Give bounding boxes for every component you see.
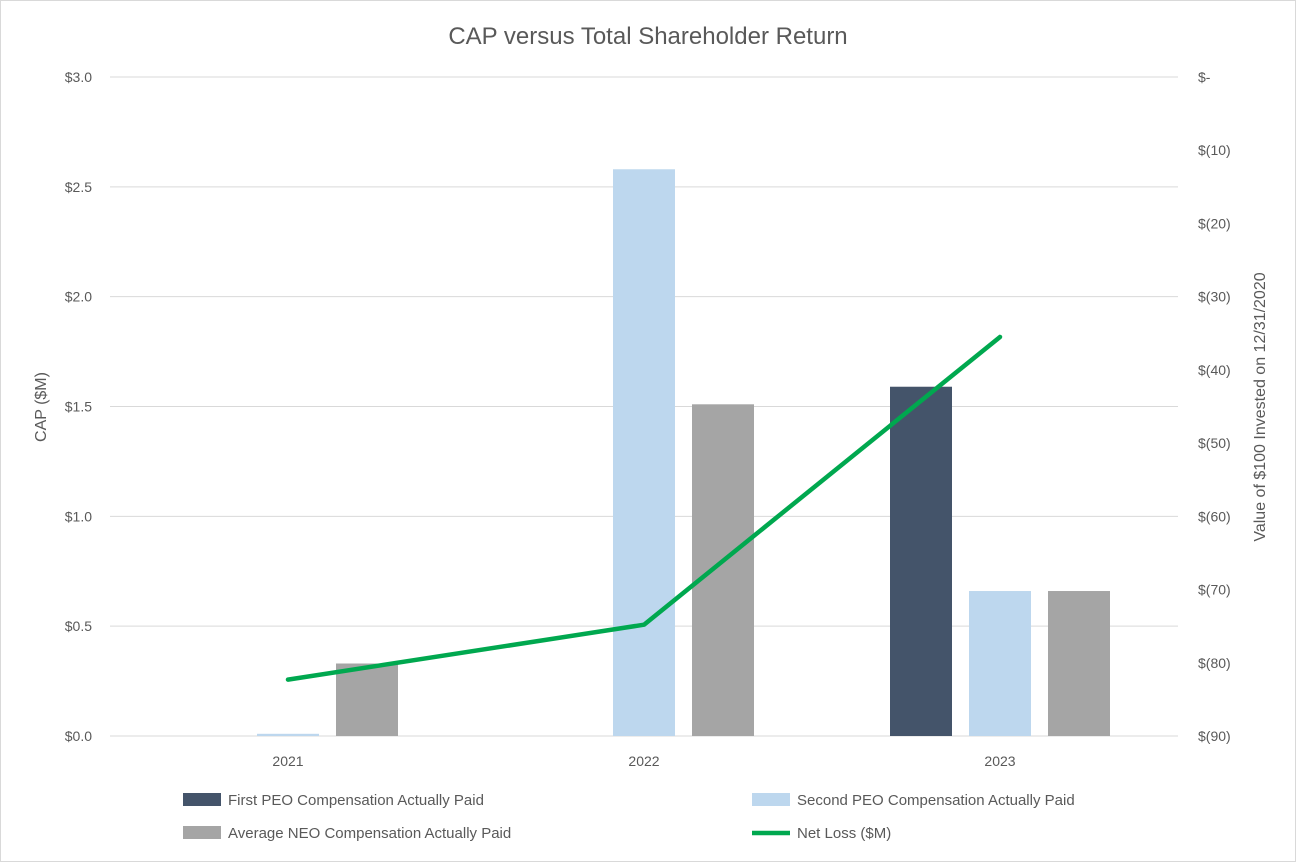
bar (890, 386, 952, 736)
y2-tick-label: $(30) (1198, 289, 1231, 305)
x-tick-label: 2022 (628, 753, 659, 769)
y2-tick-label: $(10) (1198, 142, 1231, 158)
bar (257, 733, 319, 736)
legend-label: First PEO Compensation Actually Paid (228, 792, 484, 809)
y-axis-title: CAP ($M) (33, 372, 50, 442)
y-tick-label: $1.0 (65, 508, 92, 524)
bar-series (257, 169, 1110, 736)
legend-label: Average NEO Compensation Actually Paid (228, 825, 511, 842)
y2-tick-label: $(50) (1198, 435, 1231, 451)
chart-title: CAP versus Total Shareholder Return (448, 23, 847, 50)
y2-tick-label: $(40) (1198, 362, 1231, 378)
legend-swatch (183, 826, 221, 839)
y2-tick-label: $(60) (1198, 508, 1231, 524)
x-axis: 2021 2022 2023 (272, 753, 1015, 769)
y2-axis-title: Value of $100 Invested on 12/31/2020 (1252, 272, 1269, 541)
legend-swatch (752, 793, 790, 806)
y-tick-label: $2.0 (65, 289, 92, 305)
bar (336, 663, 398, 736)
y-axis-right: $- $(10) $(20) $(30) $(40) $(50) $(60) $(70) $(8… (1198, 69, 1231, 744)
bar (1048, 591, 1110, 736)
y2-tick-label: $- (1198, 69, 1211, 85)
y2-tick-label: $(90) (1198, 728, 1231, 744)
bar (692, 404, 754, 736)
y2-tick-label: $(70) (1198, 582, 1231, 598)
series-line (285, 334, 1003, 682)
x-tick-label: 2023 (984, 753, 1015, 769)
y-tick-label: $0.5 (65, 618, 92, 634)
y-tick-label: $0.0 (65, 728, 92, 744)
y-axis-left: $0.0 $0.5 $1.0 $1.5 $2.0 $2.5 $3.0 (65, 69, 92, 744)
y-tick-label: $3.0 (65, 69, 92, 85)
bar (613, 169, 675, 736)
y-tick-label: $2.5 (65, 179, 92, 195)
line-series (285, 334, 1003, 682)
y2-tick-label: $(80) (1198, 655, 1231, 671)
legend-label: Second PEO Compensation Actually Paid (797, 792, 1075, 809)
legend-label: Net Loss ($M) (797, 825, 891, 842)
legend-swatch (183, 793, 221, 806)
y-tick-label: $1.5 (65, 399, 92, 415)
x-tick-label: 2021 (272, 753, 303, 769)
bar (969, 591, 1031, 736)
y2-tick-label: $(20) (1198, 215, 1231, 231)
legend: First PEO Compensation Actually Paid Seco… (183, 792, 1075, 842)
